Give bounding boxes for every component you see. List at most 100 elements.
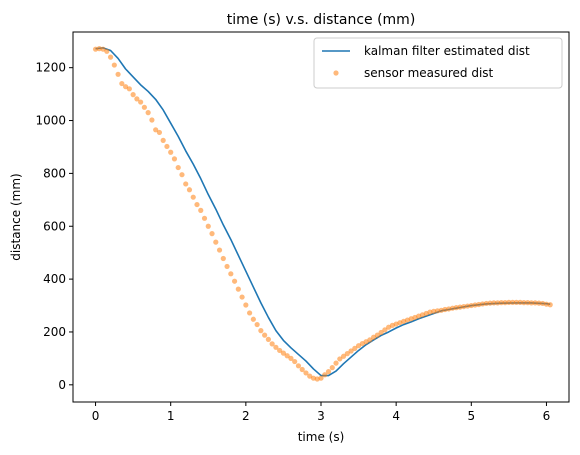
data-point-sensor [190, 194, 196, 200]
data-point-sensor [374, 332, 380, 338]
chart-title: time (s) v.s. distance (mm) [227, 12, 416, 28]
data-point-sensor [171, 156, 178, 162]
data-point-sensor [367, 337, 373, 343]
data-point-sensor [262, 332, 268, 338]
y-tick-label: 1000 [35, 114, 66, 128]
data-point-sensor [119, 80, 125, 87]
x-tick-label: 4 [392, 409, 400, 423]
data-point-sensor [247, 310, 253, 316]
data-point-sensor [318, 375, 324, 381]
data-point-sensor [517, 299, 523, 305]
tick-layer: 0 1 2 3 4 5 6 0 200 400 600 800 1000 1200 [35, 61, 550, 423]
data-point-sensor [491, 300, 497, 306]
data-point-sensor [532, 300, 538, 306]
data-point-sensor [299, 366, 305, 373]
x-tick-label: 3 [317, 409, 325, 423]
data-point-sensor [160, 137, 166, 143]
data-point-sensor [130, 92, 136, 98]
data-point-sensor [168, 149, 174, 155]
data-point-sensor [288, 355, 294, 361]
data-point-sensor [107, 54, 114, 60]
data-point-sensor [231, 278, 238, 284]
data-point-sensor [292, 358, 298, 365]
data-point-sensor [498, 300, 504, 306]
data-point-sensor [325, 369, 332, 375]
data-point-sensor [250, 316, 256, 322]
data-point-sensor [198, 207, 204, 213]
legend-dot-swatch [333, 70, 339, 76]
data-point-sensor [525, 300, 531, 306]
data-point-sensor [265, 336, 271, 342]
x-tick-label: 5 [467, 409, 475, 423]
data-point-sensor [134, 96, 140, 102]
data-point-sensor [333, 360, 339, 366]
x-tick-label: 0 [92, 409, 100, 423]
data-point-sensor [510, 299, 516, 305]
data-point-sensor [141, 104, 147, 110]
data-point-sensor [284, 353, 290, 359]
data-point-sensor [179, 172, 185, 178]
data-point-sensor [513, 299, 519, 305]
data-point-sensor [201, 215, 208, 221]
data-point-sensor [228, 271, 234, 277]
data-point-sensor [382, 327, 388, 333]
data-point-sensor [344, 351, 350, 357]
data-point-sensor [337, 356, 343, 362]
data-point-sensor [506, 299, 512, 305]
data-point-sensor [153, 127, 159, 133]
data-point-sensor [340, 353, 347, 359]
x-tick-label: 6 [543, 409, 551, 423]
data-point-sensor [164, 143, 170, 150]
data-point-sensor [295, 363, 302, 369]
data-point-sensor [487, 300, 493, 306]
data-point-sensor [521, 300, 527, 306]
data-point-sensor [495, 300, 501, 306]
data-point-sensor [269, 341, 275, 347]
data-point-sensor [502, 300, 508, 306]
legend: kalman filter estimated dist sensor meas… [313, 37, 563, 89]
data-point-sensor [258, 328, 264, 334]
data-point-sensor [273, 344, 279, 350]
data-point-sensor [303, 370, 309, 376]
data-point-sensor [115, 71, 121, 77]
data-point-sensor [149, 117, 155, 123]
data-point-sensor [216, 247, 223, 253]
data-point-sensor [536, 300, 542, 306]
legend-label-kalman: kalman filter estimated dist [364, 44, 530, 58]
data-point-sensor [138, 99, 144, 105]
data-point-sensor [483, 300, 489, 307]
y-tick-label: 200 [43, 325, 66, 339]
data-point-sensor [352, 345, 358, 351]
data-point-sensor [254, 321, 260, 328]
y-tick-label: 800 [43, 166, 66, 180]
y-axis-label: distance (mm) [9, 173, 23, 260]
data-point-sensor [224, 263, 230, 270]
data-point-sensor [243, 302, 249, 308]
data-point-sensor [104, 48, 110, 54]
data-point-sensor [183, 181, 189, 187]
legend-label-sensor: sensor measured dist [364, 66, 494, 80]
data-point-sensor [175, 164, 181, 171]
y-tick-label: 1200 [35, 61, 66, 75]
data-point-sensor [220, 255, 226, 262]
data-point-sensor [348, 348, 354, 354]
data-point-sensor [111, 62, 117, 68]
data-point-sensor [205, 223, 211, 229]
data-point-sensor [378, 329, 384, 336]
data-point-sensor [528, 300, 535, 306]
x-tick-label: 1 [167, 409, 175, 423]
data-point-sensor [329, 365, 335, 371]
data-point-sensor [322, 372, 328, 378]
data-point-sensor [239, 294, 245, 300]
x-axis-label: time (s) [298, 430, 345, 444]
data-point-sensor [145, 110, 151, 116]
plot-layer [92, 46, 553, 382]
data-point-sensor [280, 350, 287, 356]
data-point-sensor [547, 302, 553, 308]
data-point-sensor [277, 347, 283, 354]
data-point-sensor [156, 129, 163, 136]
y-tick-label: 0 [58, 378, 66, 392]
data-point-sensor [194, 201, 200, 208]
data-point-sensor [213, 239, 219, 245]
